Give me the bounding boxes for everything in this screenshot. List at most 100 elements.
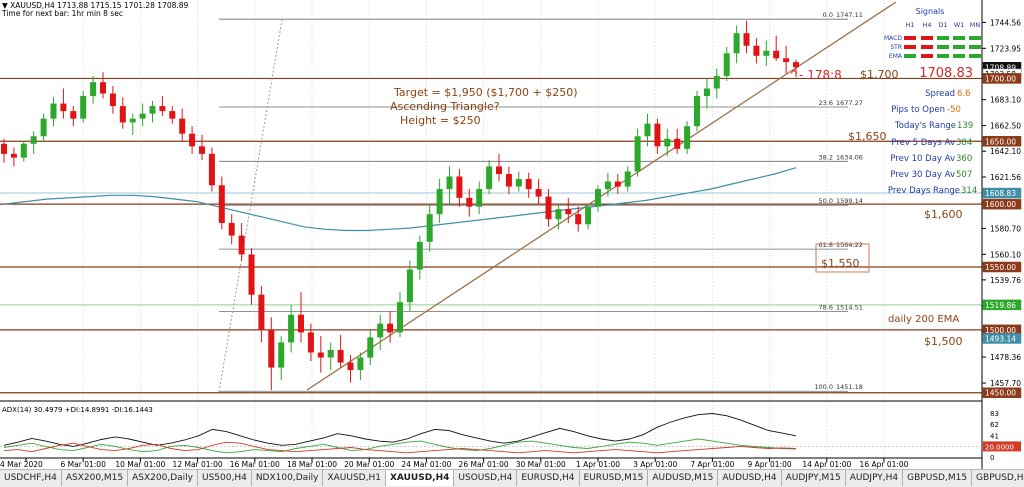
bull-candle — [278, 342, 285, 368]
bull-candle — [624, 171, 631, 187]
bear-candle — [565, 209, 572, 215]
time-label: 6 Mar 01:00 — [61, 460, 107, 469]
fib-price: 1599.14 — [836, 197, 863, 205]
bull-candle — [595, 189, 601, 207]
adx-scale-label: 62 — [990, 421, 999, 429]
price-highlight-box — [982, 387, 1022, 398]
bull-candle — [694, 96, 700, 127]
bull-candle — [397, 302, 403, 333]
level-1550-box — [815, 243, 870, 273]
plus-di-line — [3, 438, 797, 454]
fib-percent: 38.2 — [819, 153, 833, 161]
bear-candle — [545, 196, 552, 220]
adx-scale-label: 0 — [990, 454, 994, 462]
chart-area[interactable]: ▼ XAUUSD,H4 1713.88 1715.15 1701.28 1708… — [0, 0, 1024, 469]
bear-candle — [525, 179, 532, 190]
bull-candle — [723, 53, 730, 76]
bear-candle — [228, 223, 235, 236]
price-label: 1723.95 — [990, 44, 1021, 53]
bear-candle — [159, 106, 166, 112]
tab-audjpy-m15[interactable]: AUDJPY,M15 — [782, 470, 846, 486]
signal-cell — [921, 45, 933, 49]
tab-eurusd-h4[interactable]: EURUSD,H4 — [517, 470, 580, 486]
bull-candle — [367, 337, 374, 358]
tab-asx200-daily[interactable]: ASX200,Daily — [128, 470, 198, 486]
price-label: 1478.36 — [990, 353, 1021, 362]
fibonacci-retracement: 0.0 1747.11 23.6 1677.27 38.2 1634.06 50.0 1599… — [219, 11, 863, 392]
bull-candle — [446, 176, 453, 190]
tab-usousd-h4[interactable]: USOUSD,H4 — [454, 470, 518, 486]
fib-anchor-line — [218, 19, 283, 393]
ascending-trendline[interactable] — [306, 1, 897, 391]
chart-annotations: Target = $1,950 ($1,700 + $250) Ascendin… — [390, 68, 963, 348]
bull-candle — [426, 214, 433, 242]
tab-ndx100-daily[interactable]: NDX100,Daily — [252, 470, 324, 486]
bull-candle — [406, 269, 413, 303]
bull-candle — [713, 75, 720, 89]
signal-name: EMA — [889, 53, 903, 60]
bull-candle — [80, 96, 87, 119]
bear-candle — [218, 185, 225, 223]
price-highlight-label: 1650.00 — [985, 137, 1016, 146]
drawn-trendlines — [218, 1, 897, 393]
tab-xauusd-h4[interactable]: XAUUSD,H4 — [385, 470, 455, 486]
bear-candle — [387, 323, 394, 333]
bull-candle — [515, 179, 522, 187]
prevdays-range-label: Prev Days Range — [888, 186, 960, 196]
price-highlight-label: 1608.83 — [985, 189, 1016, 198]
level-1500-note: $1,500 — [924, 335, 963, 348]
price-highlight-box — [982, 261, 1022, 273]
bull-candle — [50, 103, 57, 119]
tab-usdchf-h4[interactable]: USDCHF,H4 — [0, 470, 62, 486]
prev30-label: Prev 30 Day Av — [890, 170, 955, 180]
bear-candle — [535, 189, 542, 197]
bull-candle — [40, 118, 47, 137]
tab-gbpusd-m15[interactable]: GBPUSD,M15 — [903, 470, 973, 486]
bear-candle — [268, 329, 275, 368]
tab-gbpusd-h4[interactable]: GBPUSD,H4 — [972, 470, 1024, 486]
adx-scale-label: 41 — [990, 432, 999, 440]
bear-candle — [60, 103, 67, 112]
time-label: 9 Apr 01:00 — [748, 460, 792, 469]
time-label: 24 Mar 01:00 — [401, 460, 451, 469]
bull-candle — [288, 314, 295, 343]
bull-candle — [555, 209, 562, 220]
time-label: 20 Mar 01:00 — [344, 460, 394, 469]
tab-audusd-h4[interactable]: AUDUSD,H4 — [718, 470, 782, 486]
bear-candle — [317, 352, 324, 358]
fib-price: 1451.18 — [836, 383, 863, 391]
fib-percent: 61.8 — [819, 241, 833, 249]
level-1550-note: $1,550 — [821, 257, 860, 270]
bull-candle — [416, 241, 423, 270]
tab-asx200-m15[interactable]: ASX200,M15 — [62, 470, 129, 486]
bull-candle — [357, 357, 364, 371]
adx-indicator: 83624120020.0000 — [0, 410, 1021, 462]
bear-candle — [654, 123, 661, 147]
signal-timeframe: MN — [970, 21, 981, 29]
adx-line — [3, 413, 797, 447]
price-label: 1683.10 — [990, 96, 1021, 105]
signal-cell — [953, 54, 965, 58]
bull-candle — [90, 82, 97, 97]
signal-cell — [969, 54, 981, 58]
price-highlight-box — [982, 333, 1022, 344]
tab-eurusd-m15[interactable]: EURUSD,M15 — [580, 470, 649, 486]
tab-us500-h4[interactable]: US500,H4 — [198, 470, 252, 486]
bull-candle — [377, 323, 384, 338]
price-highlight-box — [982, 299, 1022, 311]
candlestick-series — [1, 20, 799, 391]
bear-candle — [773, 50, 780, 59]
ema-200-path — [3, 167, 797, 232]
bear-candle — [258, 294, 265, 330]
bull-candle — [149, 106, 156, 114]
bull-candle — [486, 166, 493, 190]
tab-xauusd-h1[interactable]: XAUUSD,H1 — [323, 470, 386, 486]
price-highlight-label: 1600.00 — [985, 200, 1016, 209]
tab-audjpy-h4[interactable]: AUDJPY,H4 — [846, 470, 904, 486]
tab-audusd-m15[interactable]: AUDUSD,M15 — [648, 470, 719, 486]
signal-cell — [921, 36, 933, 40]
price-label: 1539.76 — [990, 276, 1021, 285]
fib-price: 1747.11 — [836, 11, 863, 19]
prev5-label: Prev 5 Days Av — [891, 138, 955, 148]
prev30-value: 507 — [956, 170, 972, 180]
